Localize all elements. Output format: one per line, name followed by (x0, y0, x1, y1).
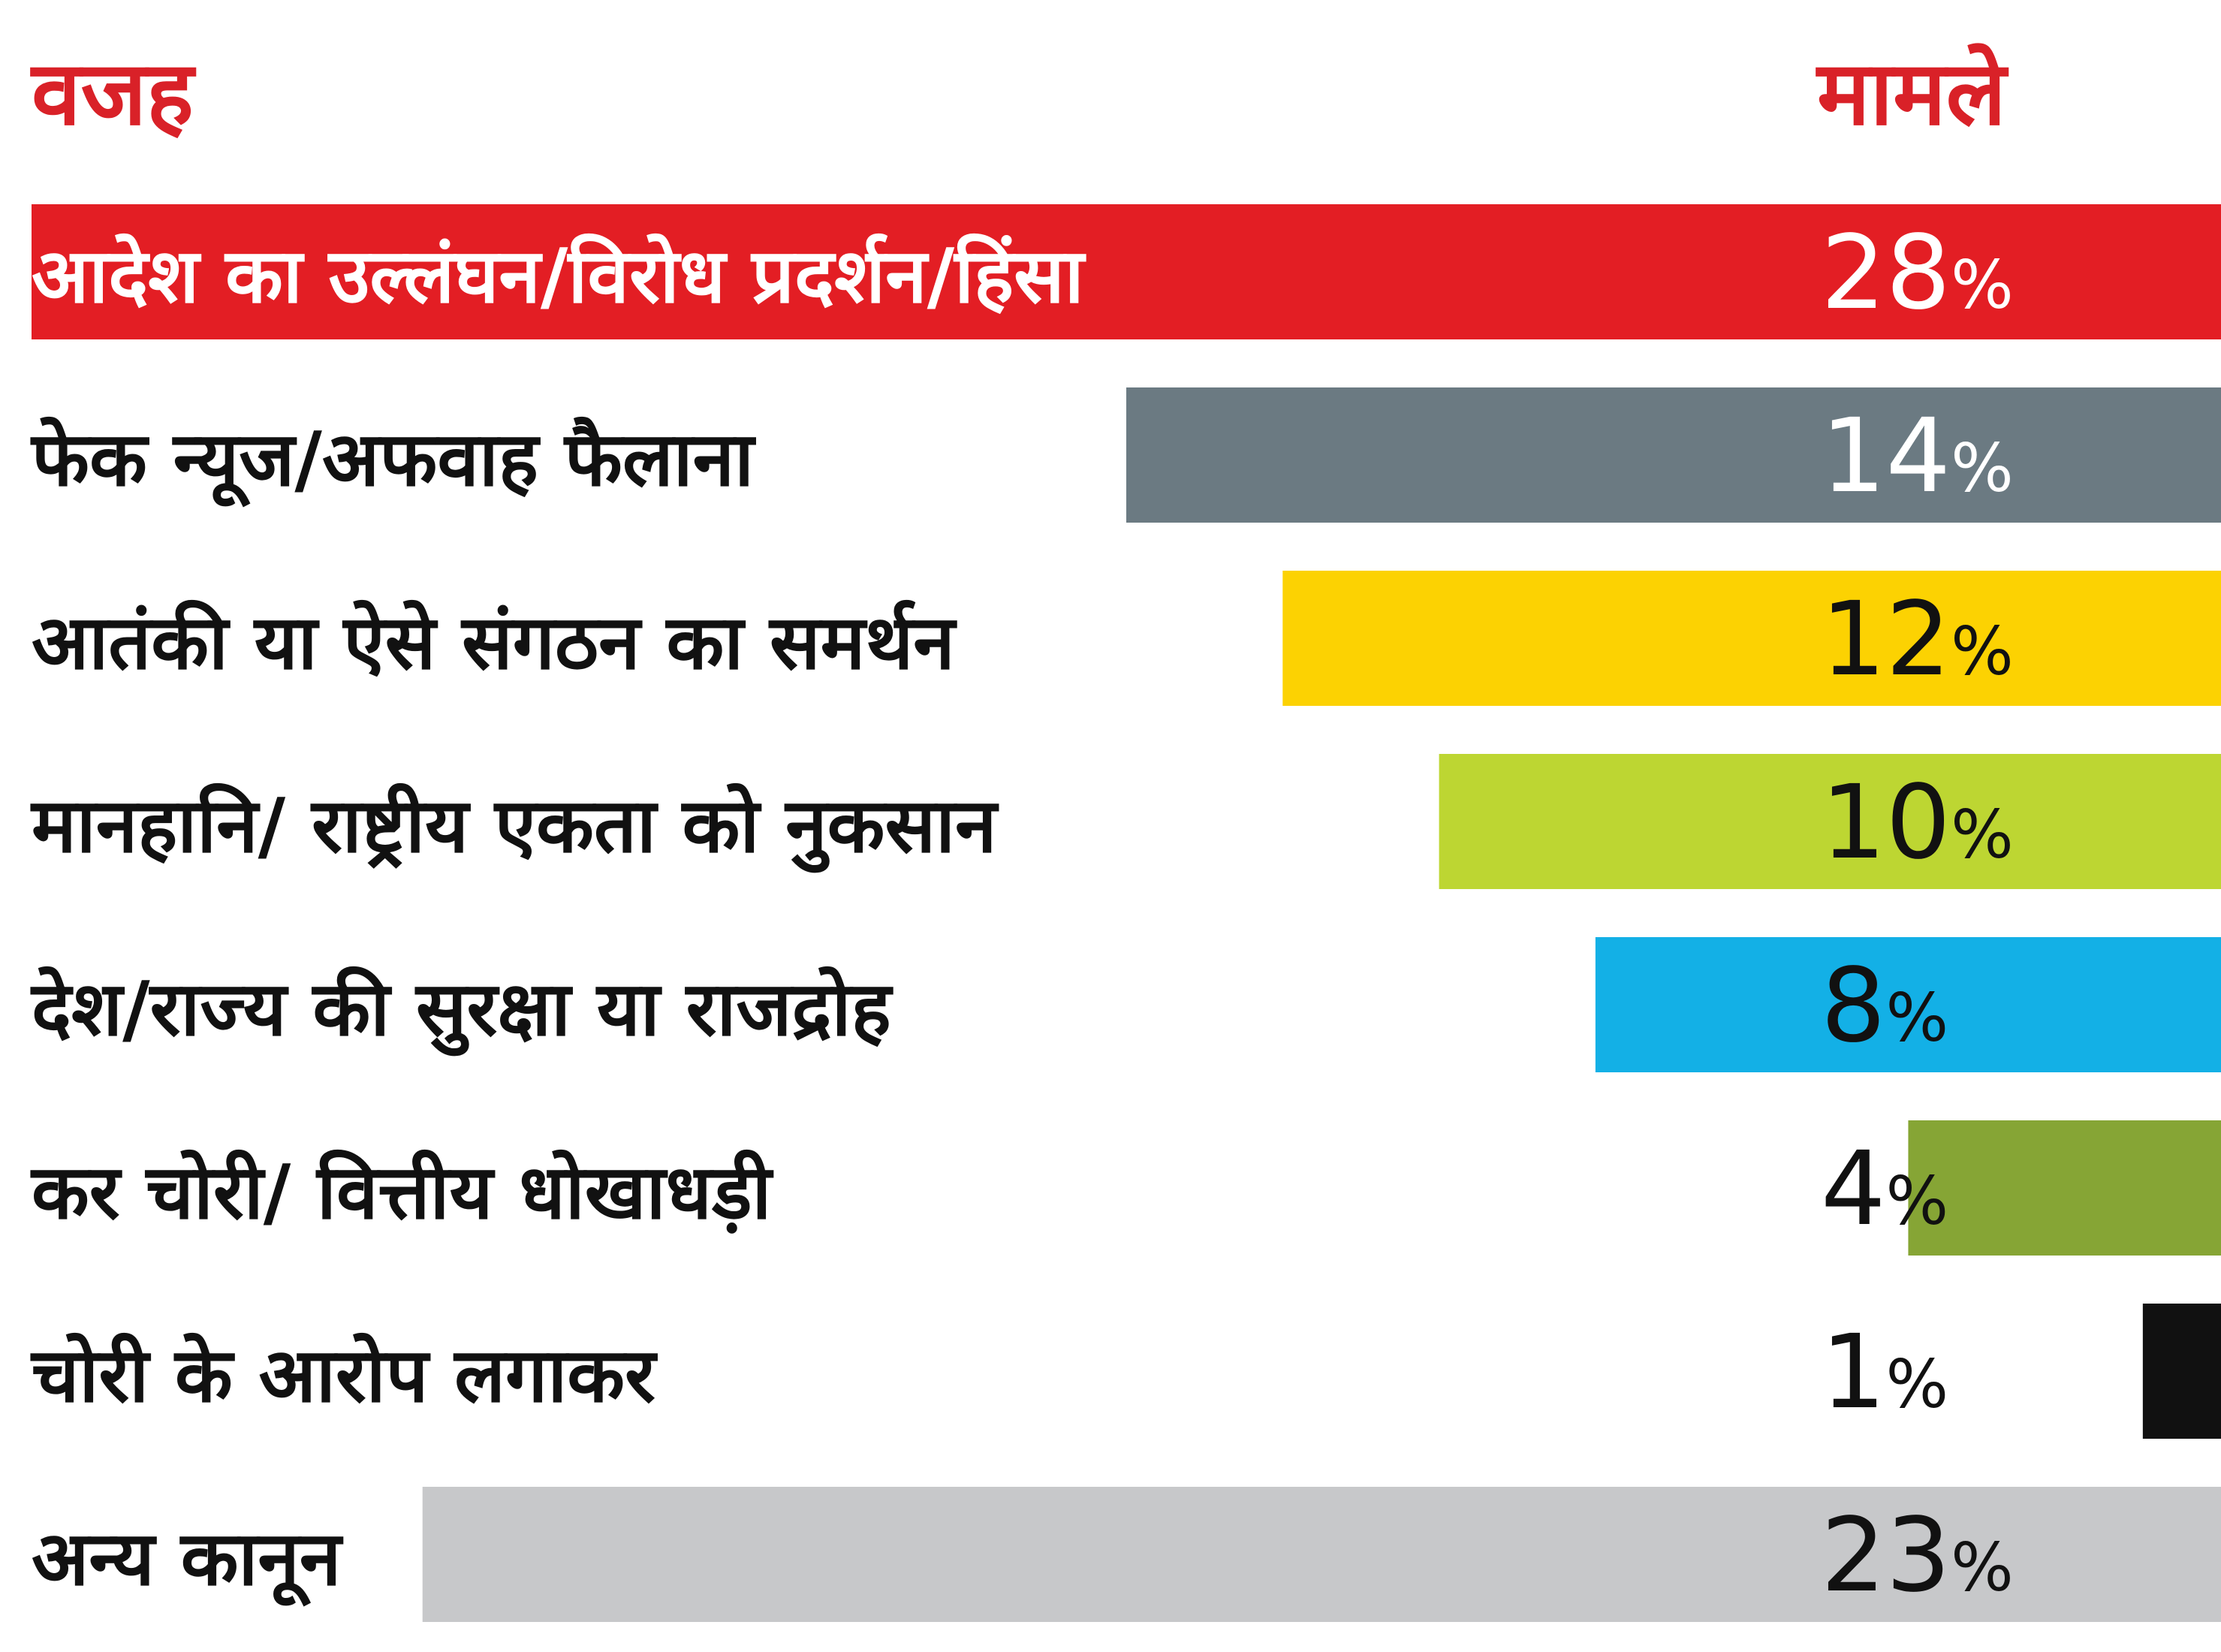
value-label-2: 14% (1821, 397, 2014, 516)
header-category: वजह (30, 41, 197, 145)
value-label-3: 12% (1821, 580, 2014, 699)
category-label-3: आतंकी या ऐसे संगठन का समर्थन (32, 598, 957, 686)
bar-1 (32, 204, 2221, 339)
bar-2 (1126, 387, 2221, 523)
category-label-4: मानहानि/ राष्ट्रीय एकता को नुकसान (30, 782, 999, 873)
category-label-1: आदेश का उल्लंघन/विरोध प्रदर्शन/हिंसा (32, 232, 1086, 320)
bar-6 (1908, 1120, 2221, 1256)
bar-3 (1282, 571, 2221, 706)
category-label-2: फेक न्यूज/अफवाह फैलाना (30, 415, 756, 508)
category-label-6: कर चोरी/ वित्तीय धोखाधड़ी (30, 1148, 773, 1236)
bar-8 (422, 1487, 2221, 1622)
header-value: मामले (1816, 41, 2009, 145)
value-label-6: 4% (1821, 1130, 1948, 1249)
value-label-8: 23% (1821, 1497, 2014, 1615)
bar-5 (1595, 937, 2221, 1072)
category-label-8: अन्य कानून (32, 1515, 344, 1607)
bar-7 (2142, 1304, 2221, 1439)
value-label-1: 28% (1821, 214, 2014, 333)
value-label-4: 10% (1821, 764, 2014, 882)
category-label-7: चोरी के आरोप लगाकर (30, 1331, 658, 1419)
category-label-5: देश/राज्य की सुरक्षा या राजद्रोह (30, 965, 894, 1057)
value-label-7: 1% (1821, 1313, 1948, 1432)
bar-4 (1439, 754, 2221, 889)
value-label-5: 8% (1821, 947, 1948, 1066)
